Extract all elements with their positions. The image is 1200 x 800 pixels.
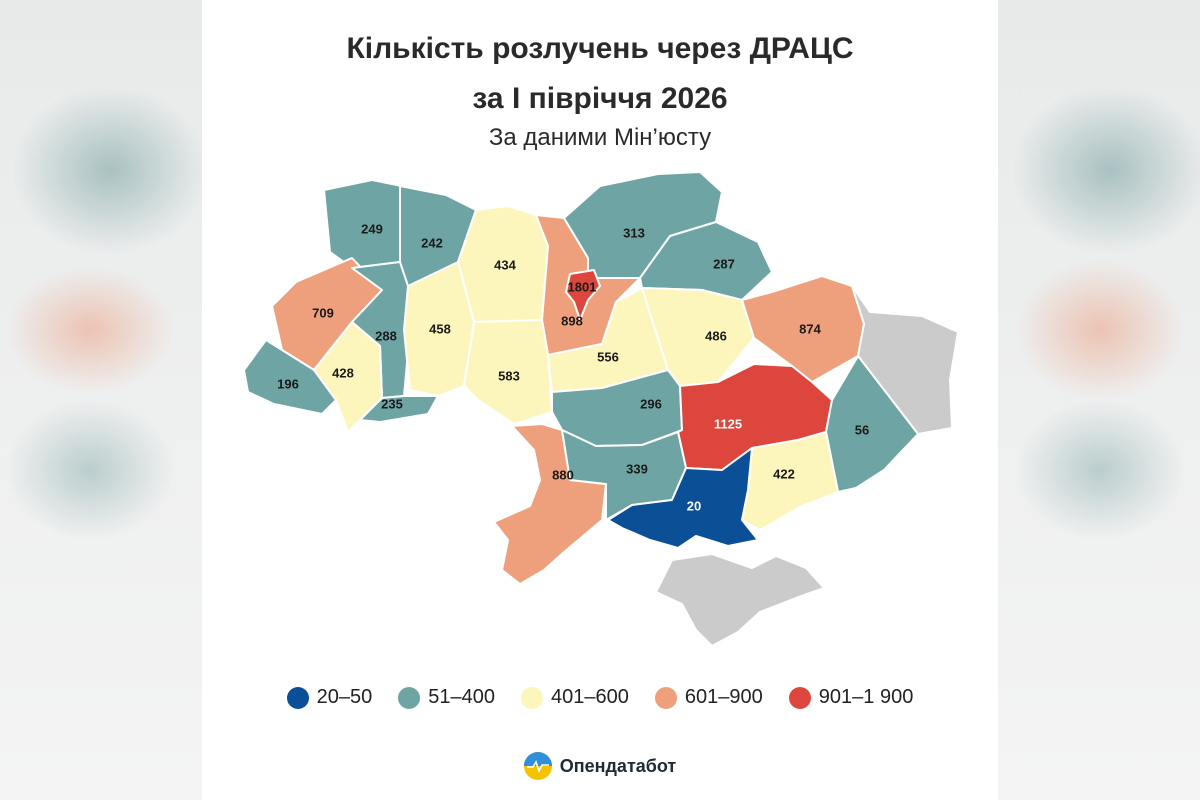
region-khmelnytskyi xyxy=(403,261,475,397)
legend-swatch xyxy=(398,686,421,709)
legend-item-51-400: 51–400 xyxy=(398,686,495,709)
legend: 20–50 51–400 401–600 601–900 901–1 900 xyxy=(202,686,998,709)
legend-label: 601–900 xyxy=(684,686,763,708)
value-label-zaporizhzhia: 422 xyxy=(773,466,795,481)
region-zakarpattia xyxy=(243,339,337,415)
value-label-mykolaiv: 339 xyxy=(626,461,648,476)
legend-label: 51–400 xyxy=(428,686,496,708)
region-luhansk xyxy=(851,285,959,435)
region-vinnytsia xyxy=(463,319,553,425)
value-labels: 249 242 434 898 1801 313 287 709 288 458… xyxy=(277,221,869,513)
value-label-chernivtsi: 235 xyxy=(381,396,403,411)
legend-item-20-50: 20–50 xyxy=(286,686,373,709)
value-label-chernihiv: 313 xyxy=(623,225,645,240)
legend-item-401-600: 401–600 xyxy=(521,686,629,709)
legend-swatch xyxy=(654,686,677,709)
legend-label: 901–1 900 xyxy=(818,686,914,708)
value-label-kirovohrad: 296 xyxy=(640,396,662,411)
value-label-lviv: 709 xyxy=(312,305,334,320)
region-kyiv-city xyxy=(565,269,601,321)
legend-swatch xyxy=(521,686,544,709)
legend-item-601-900: 601–900 xyxy=(654,686,763,709)
legend-swatch xyxy=(286,686,309,709)
region-chernivtsi xyxy=(359,395,439,423)
value-label-khmelnytskyi: 458 xyxy=(429,321,451,336)
region-crimea xyxy=(655,553,825,647)
value-label-donetsk: 56 xyxy=(855,422,869,437)
legend-label: 20–50 xyxy=(316,686,373,708)
legend-swatch xyxy=(788,686,811,709)
subtitle: За даними Мін’юсту xyxy=(488,124,712,151)
value-label-vinnytsia: 583 xyxy=(498,368,520,383)
value-label-zhytomyr: 434 xyxy=(494,257,516,272)
value-label-sumy: 287 xyxy=(713,256,735,271)
value-label-dnipropetrovsk: 1125 xyxy=(714,416,742,431)
value-label-odesa: 880 xyxy=(552,467,574,482)
value-label-rivne: 242 xyxy=(421,235,443,250)
ukraine-map: 249 242 434 898 1801 313 287 709 288 458… xyxy=(243,171,959,647)
brand-name: Опендатабот xyxy=(559,755,677,776)
infographic-card: Кількість розлучень через ДРАЦС за І пів… xyxy=(202,0,998,800)
value-label-ivano-frankivsk: 428 xyxy=(332,365,354,380)
value-label-kyiv-oblast: 898 xyxy=(561,313,583,328)
value-label-poltava: 486 xyxy=(705,328,727,343)
title-line-1: Кількість розлучень через ДРАЦС xyxy=(346,32,854,65)
legend-label: 401–600 xyxy=(551,686,629,708)
brand: Опендатабот xyxy=(202,752,998,780)
title-line-2: за І півріччя 2026 xyxy=(472,82,728,115)
value-label-kyiv-city: 1801 xyxy=(568,279,597,294)
value-label-volyn: 249 xyxy=(361,221,383,236)
value-label-ternopil: 288 xyxy=(375,328,397,343)
value-label-kharkiv: 874 xyxy=(799,321,821,336)
value-label-kherson: 20 xyxy=(687,498,701,513)
region-kherson xyxy=(607,447,759,549)
legend-item-901-1900: 901–1 900 xyxy=(788,686,914,709)
opendatabot-logo-icon xyxy=(523,752,552,780)
value-label-cherkasy: 556 xyxy=(597,349,619,364)
value-label-zakarpattia: 196 xyxy=(277,376,299,391)
regions-layer xyxy=(243,171,959,647)
